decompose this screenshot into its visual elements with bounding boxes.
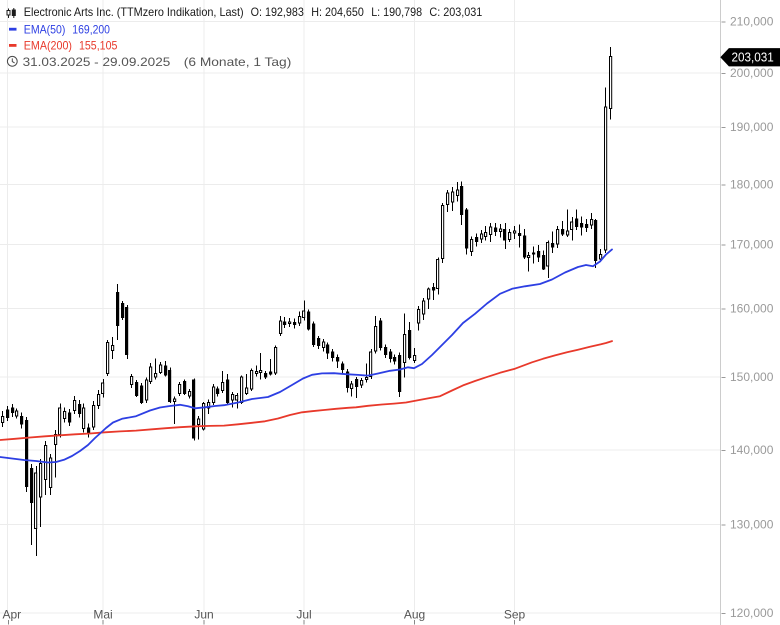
svg-text:140,000: 140,000: [730, 443, 774, 457]
svg-text:120,000: 120,000: [730, 606, 774, 620]
svg-text:H: 204,650: H: 204,650: [311, 5, 364, 19]
svg-text:Electronic Arts Inc. (TTMzero: Electronic Arts Inc. (TTMzero Indikation…: [24, 5, 244, 19]
svg-text:155,105: 155,105: [79, 39, 118, 53]
svg-text:C: 203,031: C: 203,031: [429, 5, 482, 19]
svg-text:Sep: Sep: [504, 608, 526, 622]
svg-text:200,000: 200,000: [730, 66, 774, 80]
svg-text:EMA(200): EMA(200): [24, 39, 72, 53]
svg-text:130,000: 130,000: [730, 518, 774, 532]
svg-text:Jun: Jun: [194, 608, 213, 622]
svg-text:150,000: 150,000: [730, 370, 774, 384]
svg-text:Apr: Apr: [3, 608, 22, 622]
svg-text:O: 192,983: O: 192,983: [251, 5, 305, 19]
svg-text:203,031: 203,031: [732, 50, 774, 65]
svg-text:Jul: Jul: [296, 608, 311, 622]
svg-text:L: 190,798: L: 190,798: [371, 5, 422, 19]
svg-text:160,000: 160,000: [730, 302, 774, 316]
svg-text:180,000: 180,000: [730, 178, 774, 192]
svg-text:Mai: Mai: [93, 608, 112, 622]
svg-text:31.03.2025 - 29.09.2025: 31.03.2025 - 29.09.2025: [23, 55, 171, 69]
svg-text:169,200: 169,200: [72, 22, 110, 36]
svg-text:EMA(50): EMA(50): [24, 22, 66, 36]
svg-text:(6 Monate, 1 Tag): (6 Monate, 1 Tag): [184, 55, 291, 69]
svg-text:170,000: 170,000: [730, 238, 774, 252]
svg-text:190,000: 190,000: [730, 120, 774, 134]
svg-text:Aug: Aug: [404, 608, 425, 622]
svg-text:210,000: 210,000: [730, 15, 774, 29]
